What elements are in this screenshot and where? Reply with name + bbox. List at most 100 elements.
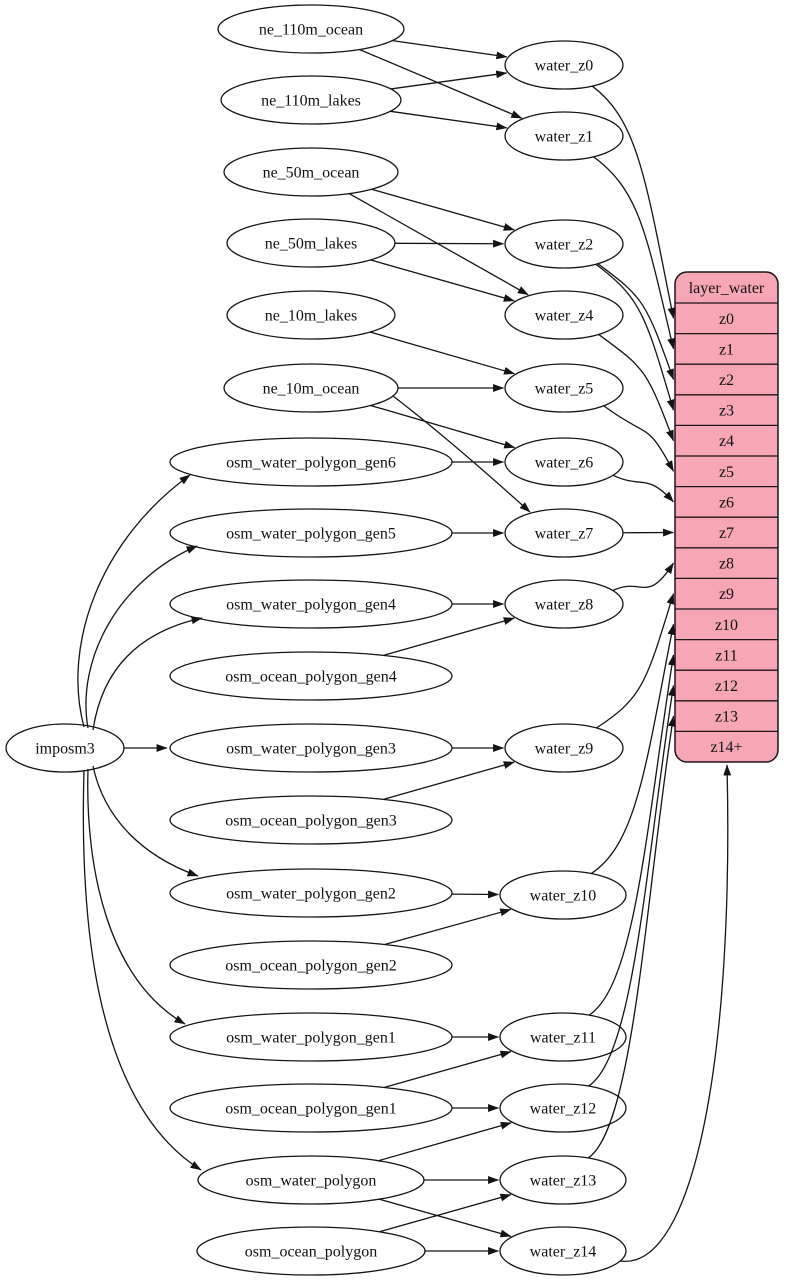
node-ne_10m_lakes-label: ne_10m_lakes — [265, 308, 357, 325]
edge-water_z2-to-row:z3 — [595, 263, 675, 411]
table-row-z6: z6 — [719, 494, 734, 511]
table-title: layer_water — [689, 280, 765, 297]
node-osm_water_polygon_gen2 — [169, 868, 453, 918]
node-water_z12 — [499, 1083, 627, 1133]
node-water_z1 — [504, 111, 624, 161]
edge-ne_110m_lakes-to-water_z1 — [390, 110, 508, 131]
edge-water_z1-to-row:z1 — [593, 156, 675, 350]
edge-water_z8-to-row:z8 — [612, 562, 675, 592]
table-row-z7: z7 — [719, 525, 734, 542]
node-water_z1-label: water_z1 — [535, 129, 594, 146]
edge-osm_ocean_polygon_gen3-to-water_z9 — [383, 761, 515, 801]
edge-imposm3-to-osm_water_polygon_gen1 — [87, 768, 186, 1025]
node-ne_110m_lakes — [220, 75, 402, 125]
table-row-z5: z5 — [719, 464, 734, 481]
node-osm_ocean_polygon_gen4-label: osm_ocean_polygon_gen4 — [225, 669, 397, 686]
edge-water_z6-to-row:z6 — [612, 474, 674, 503]
edge-osm_ocean_polygon-to-water_z13 — [379, 1193, 512, 1233]
edge-water_z10-to-row:z10 — [590, 623, 676, 875]
edge-water_z5-to-row:z5 — [603, 405, 675, 472]
edge-imposm3-to-osm_water_polygon_gen5 — [85, 545, 198, 729]
table-row-z8: z8 — [719, 556, 734, 573]
edge-ne_50m_lakes-to-water_z4 — [370, 259, 515, 302]
table-row-z4: z4 — [719, 433, 734, 450]
table-row-z11: z11 — [715, 647, 738, 664]
edge-water_z13-to-row:z13 — [587, 715, 676, 1159]
node-water_z10 — [499, 870, 627, 920]
node-water_z0 — [504, 40, 624, 90]
node-osm_ocean_polygon_gen1-label: osm_ocean_polygon_gen1 — [225, 1101, 397, 1118]
node-osm_ocean_polygon_gen2 — [169, 940, 453, 990]
node-osm_water_polygon_gen5-label: osm_water_polygon_gen5 — [226, 526, 396, 543]
table-row-z10: z10 — [715, 617, 738, 634]
node-water_z9 — [504, 723, 624, 773]
node-osm_ocean_polygon_gen2-label: osm_ocean_polygon_gen2 — [225, 958, 397, 975]
edge-water_z0-to-row:z0 — [591, 85, 676, 319]
node-water_z14-label: water_z14 — [530, 1244, 597, 1261]
table-row-z3: z3 — [719, 403, 734, 420]
table-row-z13: z13 — [715, 709, 738, 726]
node-ne_10m_ocean-label: ne_10m_ocean — [263, 381, 360, 398]
edge-imposm3-to-osm_water_polygon — [82, 769, 202, 1171]
edge-osm_ocean_polygon_gen4-to-water_z8 — [383, 617, 515, 657]
edge-water_z11-to-row:z11 — [588, 654, 676, 1016]
node-osm_ocean_polygon-label: osm_ocean_polygon — [245, 1244, 377, 1261]
node-ne_50m_ocean — [223, 147, 399, 197]
node-water_z9-label: water_z9 — [535, 741, 594, 758]
edge-ne_10m_lakes-to-water_z5 — [369, 331, 515, 375]
edge-ne_110m_ocean-to-water_z1 — [359, 48, 523, 119]
node-water_z11 — [499, 1012, 627, 1062]
node-osm_ocean_polygon_gen3-label: osm_ocean_polygon_gen3 — [225, 813, 397, 830]
node-water_z8 — [504, 579, 624, 629]
edge-ne_50m_ocean-to-water_z4 — [348, 193, 529, 296]
node-water_z6-label: water_z6 — [535, 455, 594, 472]
node-osm_water_polygon_gen1-label: osm_water_polygon_gen1 — [226, 1030, 396, 1047]
node-water_z4 — [504, 290, 624, 340]
node-water_z11-label: water_z11 — [530, 1030, 596, 1047]
edge-water_z14-to-row:z14+ — [619, 764, 732, 1262]
node-osm_water_polygon_gen3-label: osm_water_polygon_gen3 — [226, 741, 396, 758]
node-water_z4-label: water_z4 — [535, 308, 594, 325]
edge-ne_110m_lakes-to-water_z0 — [390, 70, 508, 90]
table-row-z1: z1 — [719, 341, 734, 358]
edge-water_z4-to-row:z4 — [598, 333, 675, 442]
node-imposm3-label: imposm3 — [35, 741, 95, 758]
node-water_z0-label: water_z0 — [535, 58, 594, 75]
edge-imposm3-to-osm_water_polygon_gen2 — [92, 765, 199, 877]
node-water_z5 — [504, 363, 624, 413]
edge-osm_ocean_polygon_gen1-to-water_z11 — [383, 1050, 512, 1089]
edge-osm_water_polygon-to-water_z14 — [378, 1198, 512, 1238]
node-osm_water_polygon-label: osm_water_polygon — [246, 1173, 377, 1190]
node-ne_110m_ocean-label: ne_110m_ocean — [259, 22, 363, 39]
edge-imposm3-to-osm_water_polygon_gen6 — [77, 474, 191, 728]
table-row-z0: z0 — [719, 311, 734, 328]
edge-osm_water_polygon-to-water_z12 — [378, 1121, 512, 1162]
edge-water_z9-to-row:z9 — [596, 593, 675, 729]
node-osm_water_polygon_gen6-label: osm_water_polygon_gen6 — [226, 455, 396, 472]
node-ne_50m_ocean-label: ne_50m_ocean — [263, 165, 360, 182]
node-water_z12-label: water_z12 — [530, 1101, 597, 1118]
node-osm_ocean_polygon_gen4 — [169, 651, 453, 701]
edge-osm_ocean_polygon_gen2-to-water_z10 — [384, 908, 512, 946]
node-ne_10m_lakes — [226, 290, 396, 340]
table-row-z9: z9 — [719, 586, 734, 603]
node-water_z10-label: water_z10 — [530, 888, 597, 905]
node-water_z2 — [504, 219, 624, 269]
table-row-z14+: z14+ — [710, 739, 742, 756]
node-water_z8-label: water_z8 — [535, 597, 594, 614]
node-water_z5-label: water_z5 — [535, 381, 594, 398]
table-row-z12: z12 — [715, 678, 738, 695]
node-ne_110m_lakes-label: ne_110m_lakes — [261, 93, 361, 110]
node-osm_water_polygon_gen2-label: osm_water_polygon_gen2 — [226, 886, 396, 903]
node-water_z14 — [499, 1226, 627, 1276]
node-water_z7-label: water_z7 — [535, 526, 594, 543]
edge-ne_50m_ocean-to-water_z2 — [371, 188, 515, 231]
edge-ne_10m_ocean-to-water_z7 — [392, 395, 531, 513]
node-ne_110m_ocean — [217, 4, 405, 54]
edge-ne_10m_ocean-to-water_z6 — [370, 404, 516, 449]
edge-water_z2-to-row:z2 — [597, 263, 675, 381]
node-osm_ocean_polygon_gen3 — [169, 795, 453, 845]
edge-ne_110m_ocean-to-water_z0 — [392, 39, 508, 60]
